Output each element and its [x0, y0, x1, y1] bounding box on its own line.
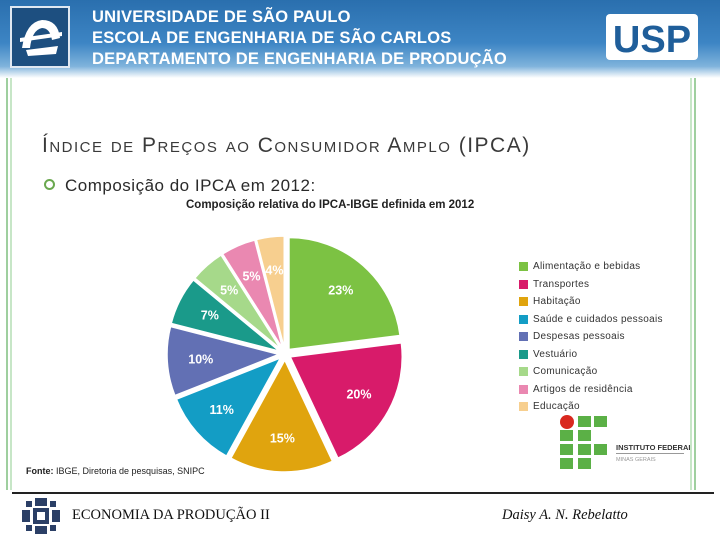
legend-item-0: Alimentação e bebidas	[519, 258, 663, 276]
legend-label: Saúde e cuidados pessoais	[533, 313, 663, 325]
ufscar-logo-icon	[22, 498, 60, 534]
instituto-federal-logo: INSTITUTO FEDERAL MINAS GERAIS	[560, 415, 690, 469]
pie-data-label-5: 7%	[201, 309, 219, 323]
legend-label: Habitação	[533, 296, 581, 308]
pie-slice-3	[175, 356, 283, 458]
legend-label: Artigos de residência	[533, 383, 633, 395]
bullet-circle-icon	[44, 179, 55, 190]
legend-swatch	[519, 279, 528, 289]
legend-item-8: Educação	[519, 398, 663, 416]
legend-swatch	[519, 349, 528, 359]
legend-label: Despesas pessoais	[533, 331, 625, 343]
bullet-item: Composição do IPCA em 2012:	[44, 176, 316, 196]
legend-item-7: Artigos de residência	[519, 381, 663, 399]
pie-slice-0	[288, 236, 401, 351]
legend-item-1: Transportes	[519, 276, 663, 294]
pie-slice-7	[221, 239, 284, 349]
pie-data-label-1: 20%	[346, 388, 371, 402]
institute-campus: MINAS GERAIS	[616, 457, 656, 463]
bullet-text: Composição do IPCA em 2012:	[65, 176, 316, 195]
source-text: IBGE, Diretoria de pesquisas, SNIPC	[56, 466, 205, 476]
pie-slice-1	[289, 342, 403, 460]
left-decorative-rule	[6, 78, 12, 490]
eesc-logo	[10, 6, 70, 68]
chart-title: Composição relativa do IPCA-IBGE definid…	[186, 199, 475, 211]
legend-swatch	[519, 314, 528, 324]
institute-name: INSTITUTO FEDERAL	[616, 443, 690, 452]
slide-title: Índice de Preços ao Consumidor Amplo (IP…	[42, 134, 531, 157]
legend-item-2: Habitação	[519, 293, 663, 311]
legend-item-6: Comunicação	[519, 363, 663, 381]
chart-legend: Alimentação e bebidas Transportes Habitaçã…	[519, 258, 663, 416]
legend-label: Transportes	[533, 278, 590, 290]
pie-data-label-2: 15%	[270, 431, 295, 445]
usp-logo: USP	[606, 14, 698, 60]
pie-chart: 23%20%15%11%10%7%5%5% 4%	[166, 236, 403, 472]
legend-swatch	[519, 262, 528, 272]
legend-item-3: Saúde e cuidados pessoais	[519, 311, 663, 329]
footer-course: ECONOMIA DA PRODUÇÃO II	[72, 507, 270, 523]
legend-swatch	[519, 297, 528, 307]
pie-data-label-8: 4%	[265, 263, 283, 277]
header-university: UNIVERSIDADE DE SÃO PAULO	[92, 8, 351, 26]
pie-slice-4	[166, 325, 282, 397]
pie-slice-2	[229, 358, 334, 472]
legend-label: Comunicação	[533, 366, 598, 378]
legend-swatch	[519, 332, 528, 342]
pie-data-label-3: 11%	[210, 403, 234, 417]
pie-data-label-4: 10%	[188, 352, 213, 366]
pie-data-label-0: 23%	[328, 284, 353, 298]
pie-slice-6	[193, 253, 282, 351]
usp-logo-text: USP	[613, 19, 691, 60]
legend-label: Vestuário	[533, 348, 578, 360]
legend-swatch	[519, 402, 528, 412]
source-label: Fonte:	[26, 466, 54, 476]
right-decorative-rule	[690, 78, 696, 490]
header-department: DEPARTAMENTO DE ENGENHARIA DE PRODUÇÃO	[92, 50, 507, 68]
pie-slice-5	[170, 278, 281, 353]
pie-data-label-7: 5%	[242, 270, 260, 284]
chart-source: Fonte: IBGE, Diretoria de pesquisas, SNI…	[26, 466, 205, 476]
legend-swatch	[519, 384, 528, 394]
pie-data-label-6: 5%	[220, 284, 238, 298]
pie-slice-8	[255, 236, 285, 349]
legend-label: Educação	[533, 401, 580, 413]
legend-item-4: Despesas pessoais	[519, 328, 663, 346]
footer-author: Daisy A. N. Rebelatto	[502, 507, 628, 523]
header-school: ESCOLA DE ENGENHARIA DE SÃO CARLOS	[92, 29, 452, 47]
footer-rule	[12, 492, 714, 494]
legend-swatch	[519, 367, 528, 377]
legend-label: Alimentação e bebidas	[533, 261, 641, 273]
legend-item-5: Vestuário	[519, 346, 663, 364]
slide-header: UNIVERSIDADE DE SÃO PAULO ESCOLA DE ENGE…	[0, 0, 720, 78]
